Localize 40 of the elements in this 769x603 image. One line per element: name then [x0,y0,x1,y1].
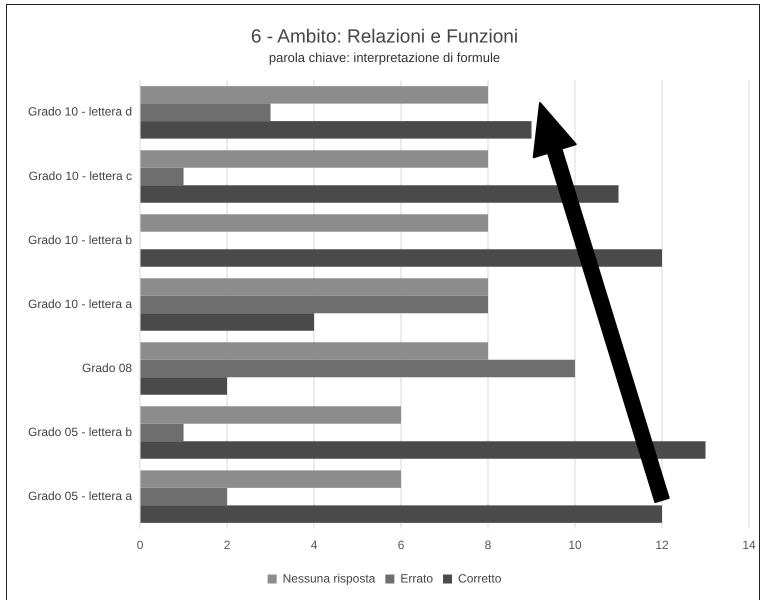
bar [140,150,488,168]
bar [140,296,488,314]
y-tick-label: Grado 05 - lettera a [28,488,132,503]
bar [140,470,402,488]
bar [140,168,184,186]
bar [140,121,532,139]
bar [140,488,228,506]
y-tick-label: Grado 10 - lettera b [28,232,132,247]
legend-label: Corretto [458,571,502,586]
bar [140,441,706,459]
y-tick-label: Grado 08 [82,360,132,375]
bar [140,424,184,442]
bar [140,104,271,122]
bar [140,505,662,523]
bar [140,185,619,203]
x-tick-label: 2 [224,538,231,552]
chart-title: 6 - Ambito: Relazioni e Funzioni [250,26,518,48]
x-tick-label: 0 [136,538,144,552]
bar [140,214,488,232]
y-tick-label: Grado 10 - lettera d [28,104,132,119]
y-tick-label: Grado 10 - lettera a [28,296,132,311]
bar [140,313,314,331]
bar [140,377,228,395]
chart-subtitle: parola chiave: interpretazione di formule [268,50,500,66]
bar [140,278,488,296]
x-tick-label: 14 [742,538,756,552]
bar [140,406,402,424]
x-tick-label: 8 [484,538,492,552]
y-tick-label: Grado 05 - lettera b [28,424,132,439]
bar [140,342,488,360]
x-tick-label: 6 [398,538,405,552]
legend-label: Nessuna risposta [282,571,376,586]
bar [140,360,576,378]
x-tick-label: 10 [568,538,582,552]
x-tick-label: 4 [310,538,318,552]
legend-label: Errato [400,571,434,586]
bar [140,86,488,104]
bar [140,249,662,267]
x-tick-label: 12 [655,538,669,552]
y-tick-label: Grado 10 - lettera c [28,168,132,183]
